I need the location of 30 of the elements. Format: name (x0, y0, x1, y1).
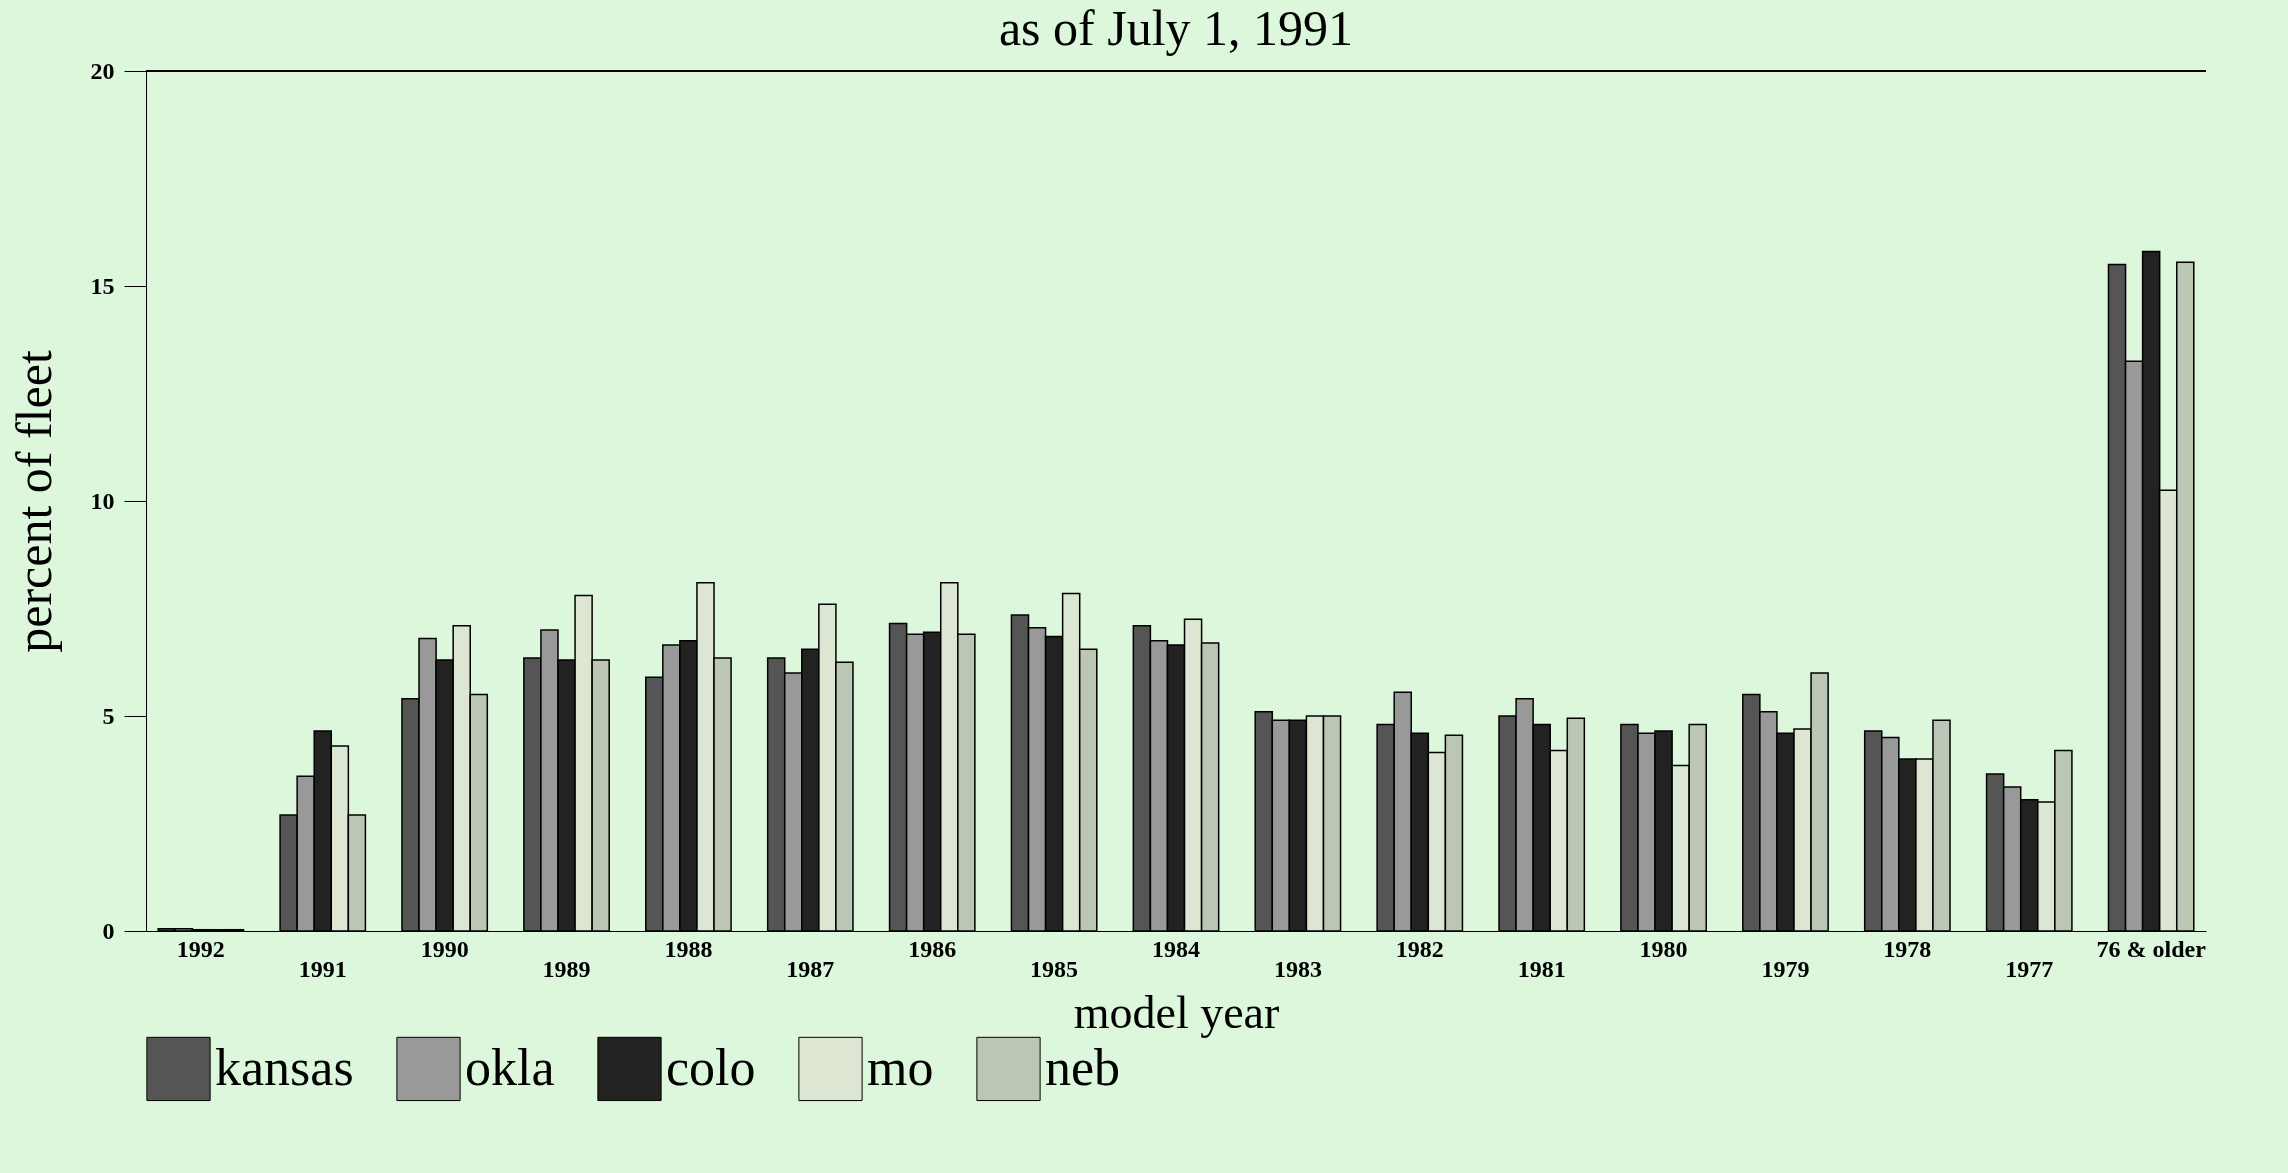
legend-label: okla (465, 1038, 555, 1096)
x-tick-label: 1989 (542, 955, 591, 982)
y-tick-label: 5 (102, 702, 115, 729)
x-tick-label: 76 & older (2096, 935, 2207, 962)
x-tick-label: 1983 (1273, 955, 1322, 982)
x-tick-label: 1980 (1639, 935, 1688, 962)
y-tick-label: 0 (102, 917, 115, 944)
legend-label: neb (1045, 1038, 1121, 1096)
x-tick-label: 1990 (420, 935, 469, 962)
y-tick-label: 15 (90, 272, 115, 299)
y-axis-title: percent of fleet (5, 350, 62, 653)
legend-label: kansas (215, 1038, 354, 1096)
x-tick-label: 1977 (2005, 955, 2054, 982)
x-tick-label: 1992 (176, 935, 225, 962)
x-tick-label: 1988 (664, 935, 713, 962)
x-tick-label: 1981 (1517, 955, 1566, 982)
y-tick-label: 20 (90, 57, 115, 84)
legend-label: mo (867, 1038, 934, 1096)
y-tick-label: 10 (90, 487, 115, 514)
x-tick-label: 1985 (1030, 955, 1079, 982)
chart-title: as of July 1, 1991 (998, 0, 1354, 56)
legend-label: colo (666, 1038, 756, 1096)
x-tick-label: 1987 (786, 955, 835, 982)
x-axis-title: model year (1073, 986, 1280, 1038)
x-tick-label: 1991 (298, 955, 347, 982)
x-tick-label: 1984 (1152, 935, 1200, 962)
x-tick-label: 1986 (908, 935, 957, 962)
x-tick-label: 1982 (1395, 935, 1444, 962)
x-tick-label: 1979 (1761, 955, 1810, 982)
x-tick-label: 1978 (1883, 935, 1932, 962)
